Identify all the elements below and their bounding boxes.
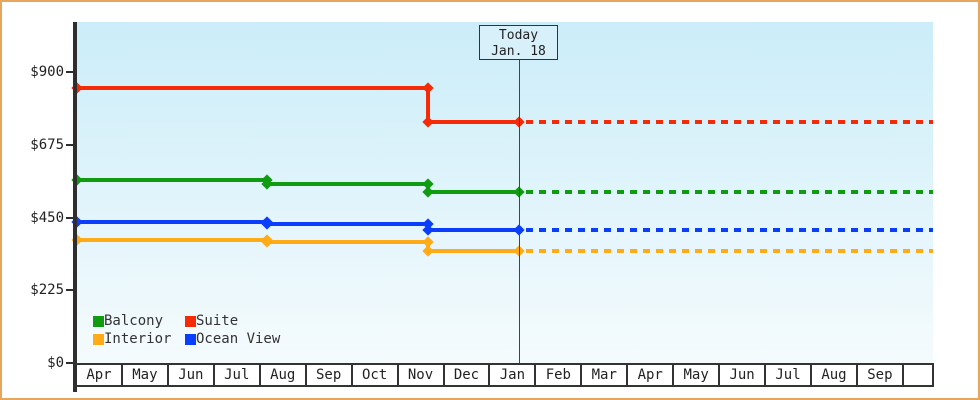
y-tick-mark xyxy=(66,143,73,146)
month-cell-feb: Feb xyxy=(536,365,583,385)
month-cell-may: May xyxy=(674,365,721,385)
legend-item-suite: Suite xyxy=(185,314,280,329)
month-cell-empty xyxy=(904,365,934,385)
month-cell-apr: Apr xyxy=(77,365,123,385)
balcony-price-segment xyxy=(266,181,429,186)
y-tick-label: $900 xyxy=(30,64,64,80)
y-tick-label: $450 xyxy=(30,209,64,226)
y-tick-label: $225 xyxy=(30,282,64,299)
ocean-view-forecast-dotted-line xyxy=(525,228,933,233)
balcony-price-segment xyxy=(428,189,519,194)
suite-price-segment xyxy=(77,86,429,91)
legend-label-suite: Suite xyxy=(196,313,239,329)
legend-swatch-suite xyxy=(185,316,196,327)
y-axis-line xyxy=(73,22,77,392)
month-cell-may: May xyxy=(123,365,169,385)
month-cell-jul: Jul xyxy=(766,365,812,385)
suite-price-step xyxy=(426,88,431,123)
ocean-view-price-segment xyxy=(266,221,429,226)
month-cell-oct: Oct xyxy=(353,365,399,385)
suite-price-segment xyxy=(428,120,519,125)
month-cell-jun: Jun xyxy=(720,365,767,385)
ocean-view-price-segment xyxy=(77,220,267,225)
ocean-view-price-segment xyxy=(428,228,519,233)
legend-item-ocean-view: Ocean View xyxy=(185,332,280,347)
today-label-line2: Jan. 18 xyxy=(491,44,546,59)
month-cell-jan: Jan xyxy=(490,365,537,385)
month-cell-jun: Jun xyxy=(169,365,215,385)
legend-swatch-ocean-view xyxy=(185,334,196,345)
balcony-price-segment xyxy=(77,178,267,183)
interior-price-segment xyxy=(428,249,519,254)
y-tick-label: $675 xyxy=(30,136,64,153)
interior-forecast-dotted-line xyxy=(525,249,933,254)
month-row-left-spacer xyxy=(74,365,77,385)
interior-price-segment xyxy=(266,239,429,244)
month-cell-dec: Dec xyxy=(445,365,491,385)
interior-price-segment xyxy=(77,238,267,243)
y-tick-mark xyxy=(66,71,73,73)
legend-label-interior: Interior xyxy=(104,331,172,347)
legend-item-interior: Interior xyxy=(93,332,185,347)
legend-label-ocean-view: Ocean View xyxy=(196,331,281,347)
month-cell-aug: Aug xyxy=(261,365,307,385)
today-label-line1: Today xyxy=(498,28,539,43)
balcony-forecast-dotted-line xyxy=(525,189,933,194)
today-label-box: Today Jan. 18 xyxy=(479,25,558,60)
legend-swatch-balcony xyxy=(93,316,104,327)
y-tick-mark xyxy=(66,289,73,292)
month-cell-apr: Apr xyxy=(628,365,675,385)
suite-forecast-dotted-line xyxy=(525,120,933,125)
y-tick-mark xyxy=(66,216,73,219)
month-cell-sep: Sep xyxy=(858,365,904,385)
month-cell-nov: Nov xyxy=(399,365,445,385)
month-cell-mar: Mar xyxy=(582,365,629,385)
y-tick-mark xyxy=(66,362,73,364)
legend-swatch-interior xyxy=(93,334,104,345)
x-axis-month-row: Apr May Jun Jul Aug Sep Oct Nov Dec Jan Feb Mar Apr M… xyxy=(74,363,934,387)
legend-label-balcony: Balcony xyxy=(104,313,164,329)
legend-item-balcony: Balcony xyxy=(93,314,185,329)
month-cell-sep: Sep xyxy=(307,365,353,385)
y-tick-label: $0 xyxy=(47,355,64,371)
legend: Balcony Suite Interior Ocean View xyxy=(93,314,280,347)
month-cell-aug: Aug xyxy=(812,365,858,385)
today-line xyxy=(519,60,520,363)
month-cell-jul: Jul xyxy=(215,365,261,385)
